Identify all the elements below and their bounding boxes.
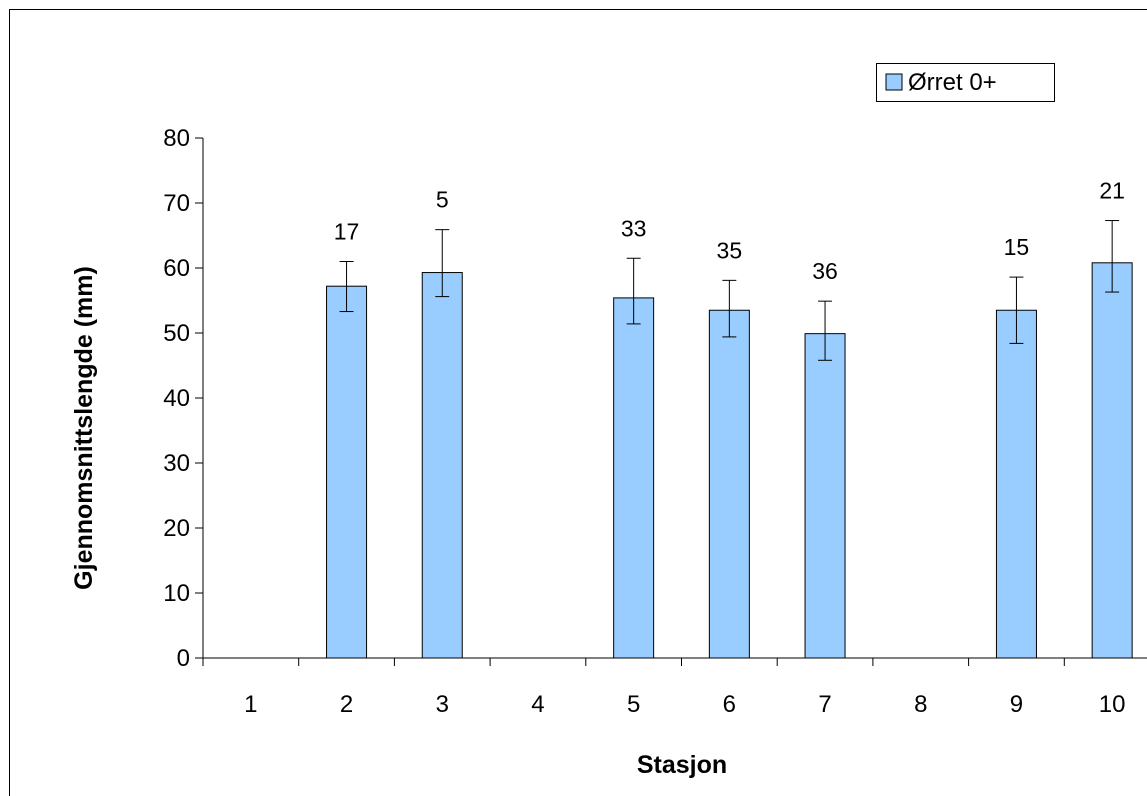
count-label: 33: [621, 215, 647, 241]
y-tick-label: 70: [163, 190, 190, 217]
legend-box: [876, 63, 1055, 102]
count-label: 15: [1004, 234, 1030, 260]
bar: [995, 309, 1037, 659]
x-tick-label: 6: [723, 691, 736, 718]
bar: [708, 309, 750, 659]
y-axis-title: Gjennomsnittslengde (mm): [70, 266, 98, 590]
legend-label: Ørret 0+: [908, 69, 997, 96]
count-label: 35: [717, 237, 743, 263]
count-label: 5: [436, 187, 449, 213]
x-axis-title: Stasjon: [637, 751, 727, 779]
count-label: 21: [1099, 178, 1125, 204]
x-tick-label: 1: [244, 691, 257, 718]
y-tick-label: 20: [163, 515, 190, 542]
y-tick-label: 50: [163, 320, 190, 347]
count-label: 17: [334, 219, 360, 245]
legend: Ørret 0+: [876, 63, 1055, 102]
count-labels: 17 5 33 35 36 15 21: [334, 178, 1125, 285]
x-tick-label: 8: [914, 691, 927, 718]
bar: [804, 333, 846, 659]
chart-frame: [9, 9, 1147, 796]
x-tick-label: 7: [818, 691, 831, 718]
x-tick-label: 5: [627, 691, 640, 718]
y-axis: 0 10 20 30 40 50 60 70 80: [163, 125, 204, 672]
x-tick-label: 9: [1010, 691, 1023, 718]
bar: [1091, 262, 1133, 659]
y-tick-label: 30: [163, 450, 190, 477]
bar: [421, 272, 463, 659]
bar: [326, 285, 368, 659]
bar: [613, 297, 655, 659]
x-tick-label: 4: [531, 691, 544, 718]
y-tick-label: 40: [163, 385, 190, 412]
legend-swatch: [885, 73, 903, 91]
bars: [326, 262, 1133, 659]
y-tick-label: 0: [177, 645, 190, 672]
y-tick-label: 60: [163, 255, 190, 282]
x-tick-label: 2: [340, 691, 353, 718]
x-tick-label: 3: [436, 691, 449, 718]
error-bars: [339, 220, 1120, 361]
x-tick-label: 10: [1099, 691, 1126, 718]
y-tick-label: 10: [163, 580, 190, 607]
y-tick-label: 80: [163, 125, 190, 152]
count-label: 36: [812, 258, 838, 284]
